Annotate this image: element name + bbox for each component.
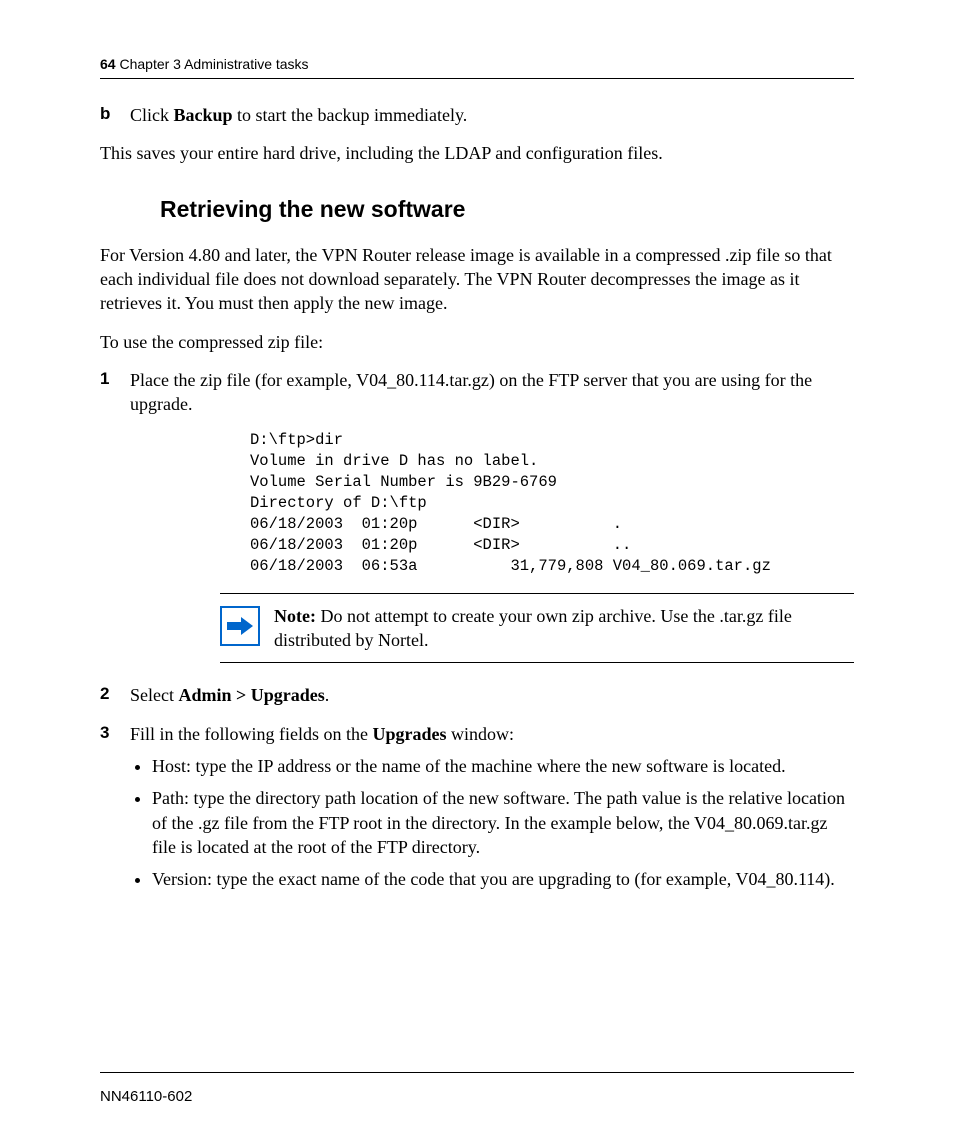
- step-3-pre: Fill in the following fields on the: [130, 724, 372, 744]
- substep-b: b Click Backup to start the backup immed…: [100, 103, 854, 127]
- page-number: 64: [100, 56, 116, 72]
- lead-in: To use the compressed zip file:: [100, 330, 854, 354]
- arrow-right-icon: [220, 606, 260, 646]
- step-3-post: window:: [447, 724, 515, 744]
- step-3: 3 Fill in the following fields on the Up…: [100, 722, 854, 900]
- footer-rule: [100, 1072, 854, 1073]
- note-box: Note: Do not attempt to create your own …: [220, 593, 854, 664]
- substep-bold: Backup: [174, 105, 233, 125]
- code-listing: D:\ftp>dir Volume in drive D has no labe…: [250, 430, 854, 576]
- header-rule: [100, 78, 854, 79]
- step-2: 2 Select Admin > Upgrades.: [100, 683, 854, 707]
- step-1-text: Place the zip file (for example, V04_80.…: [130, 368, 854, 417]
- step-3-bullets: Host: type the IP address or the name of…: [130, 754, 854, 891]
- step-2-marker: 2: [100, 683, 130, 707]
- bullet-path: Path: type the directory path location o…: [152, 786, 854, 859]
- substep-pre: Click: [130, 105, 174, 125]
- step-2-text: Select Admin > Upgrades.: [130, 683, 854, 707]
- substep-marker: b: [100, 103, 130, 127]
- step-2-bold: Admin > Upgrades: [178, 685, 324, 705]
- substep-text: Click Backup to start the backup immedia…: [130, 103, 854, 127]
- running-header: 64 Chapter 3 Administrative tasks: [100, 56, 854, 72]
- section-heading: Retrieving the new software: [160, 194, 854, 225]
- note-body: Do not attempt to create your own zip ar…: [274, 606, 792, 650]
- bullet-version: Version: type the exact name of the code…: [152, 867, 854, 891]
- backup-result-paragraph: This saves your entire hard drive, inclu…: [100, 141, 854, 165]
- step-1-marker: 1: [100, 368, 130, 417]
- step-1: 1 Place the zip file (for example, V04_8…: [100, 368, 854, 417]
- body: b Click Backup to start the backup immed…: [100, 103, 854, 900]
- intro-paragraph: For Version 4.80 and later, the VPN Rout…: [100, 243, 854, 316]
- step-2-pre: Select: [130, 685, 178, 705]
- step-3-text: Fill in the following fields on the Upgr…: [130, 722, 854, 900]
- step-3-marker: 3: [100, 722, 130, 900]
- step-2-post: .: [325, 685, 330, 705]
- chapter-title: Chapter 3 Administrative tasks: [119, 56, 308, 72]
- note-label: Note:: [274, 606, 316, 626]
- substep-post: to start the backup immediately.: [233, 105, 468, 125]
- note-text: Note: Do not attempt to create your own …: [274, 604, 854, 653]
- page: 64 Chapter 3 Administrative tasks b Clic…: [0, 0, 954, 1145]
- bullet-host: Host: type the IP address or the name of…: [152, 754, 854, 778]
- step-3-bold: Upgrades: [372, 724, 446, 744]
- document-number: NN46110-602: [100, 1088, 192, 1105]
